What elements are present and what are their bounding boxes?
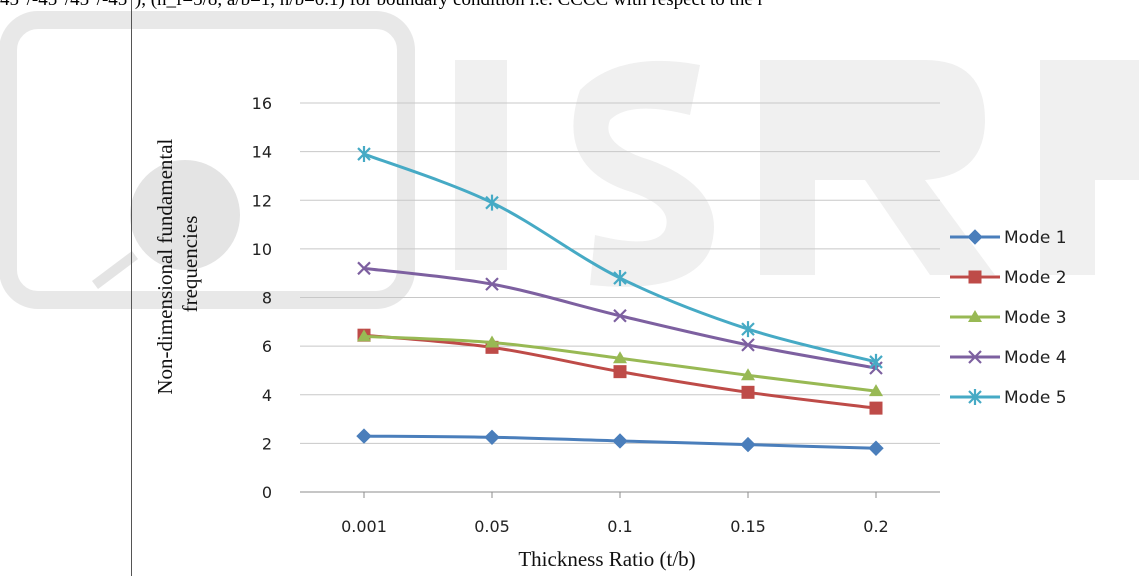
data-point bbox=[868, 440, 884, 456]
data-point bbox=[484, 429, 500, 446]
y-tick-label: 6 bbox=[262, 337, 272, 356]
y-tick-label: 0 bbox=[262, 483, 272, 502]
legend-marker bbox=[968, 310, 982, 322]
legend-item: Mode 1 bbox=[950, 228, 1067, 248]
data-point bbox=[741, 385, 755, 399]
y-tick-label: 4 bbox=[262, 386, 272, 405]
x-tick-label: 0.1 bbox=[607, 517, 632, 536]
legend-item: Mode 3 bbox=[950, 308, 1067, 328]
data-point bbox=[869, 401, 883, 415]
series-mode-5 bbox=[357, 146, 883, 370]
x-axis-title: Thickness Ratio (t/b) bbox=[518, 547, 695, 571]
data-point bbox=[741, 338, 755, 352]
y-axis-title-line-2: frequencies bbox=[178, 216, 202, 313]
x-axis-ticks: 0.001 0.05 0.1 0.15 0.2 bbox=[341, 492, 889, 536]
data-point bbox=[357, 329, 371, 342]
y-tick-label: 2 bbox=[262, 434, 272, 453]
figure-caption: 45°/-45°/45°/-45°), (n_f=5/8, a/b=1, h/b… bbox=[0, 0, 1139, 12]
x-tick-label: 0.15 bbox=[730, 517, 766, 536]
x-tick-label: 0.05 bbox=[474, 517, 510, 536]
data-point bbox=[869, 384, 883, 397]
data-point bbox=[741, 368, 755, 381]
y-axis-title: Non-dimensional fundamental frequencies bbox=[153, 133, 202, 394]
legend-label: Mode 4 bbox=[1004, 348, 1067, 368]
data-point bbox=[613, 270, 627, 287]
legend-marker bbox=[968, 270, 982, 284]
data-point bbox=[357, 146, 371, 163]
y-tick-label: 16 bbox=[252, 94, 272, 113]
legend-item: Mode 2 bbox=[950, 268, 1067, 288]
data-point bbox=[485, 194, 499, 211]
data-point bbox=[612, 433, 628, 449]
y-tick-label: 12 bbox=[252, 191, 272, 210]
page-margin-line bbox=[131, 0, 132, 576]
data-point bbox=[613, 365, 627, 379]
x-tick-label: 0.001 bbox=[341, 517, 387, 536]
legend-marker bbox=[967, 229, 983, 245]
series-mode-1 bbox=[356, 428, 884, 456]
series-mode-2 bbox=[357, 328, 883, 415]
chart-series bbox=[356, 146, 884, 456]
legend-label: Mode 5 bbox=[1004, 388, 1067, 408]
data-point bbox=[740, 436, 756, 453]
data-point bbox=[613, 351, 627, 364]
legend-label: Mode 2 bbox=[1004, 268, 1067, 288]
legend-label: Mode 3 bbox=[1004, 308, 1067, 328]
x-tick-label: 0.2 bbox=[863, 517, 888, 536]
legend-marker bbox=[968, 350, 982, 364]
data-point bbox=[485, 277, 499, 291]
y-tick-label: 8 bbox=[262, 289, 272, 308]
data-point bbox=[485, 335, 499, 348]
legend-marker bbox=[968, 389, 982, 405]
y-tick-label: 10 bbox=[252, 240, 272, 259]
data-point bbox=[613, 308, 627, 323]
data-point bbox=[357, 261, 371, 276]
y-axis-title-line-1: Non-dimensional fundamental bbox=[153, 138, 177, 394]
data-point bbox=[741, 321, 755, 338]
data-point bbox=[869, 353, 883, 370]
legend-label: Mode 1 bbox=[1004, 228, 1067, 248]
chart-legend: Mode 1 Mode 2 Mode 3 Mode 4 Mode 5 bbox=[950, 228, 1067, 408]
series-line bbox=[363, 152, 877, 364]
legend-item: Mode 5 bbox=[950, 388, 1067, 408]
legend-item: Mode 4 bbox=[950, 348, 1067, 368]
series-mode-3 bbox=[357, 329, 883, 397]
data-point bbox=[356, 428, 372, 444]
y-tick-label: 14 bbox=[252, 143, 272, 162]
y-axis-ticks: 0 2 4 6 8 10 12 14 16 bbox=[252, 94, 272, 502]
